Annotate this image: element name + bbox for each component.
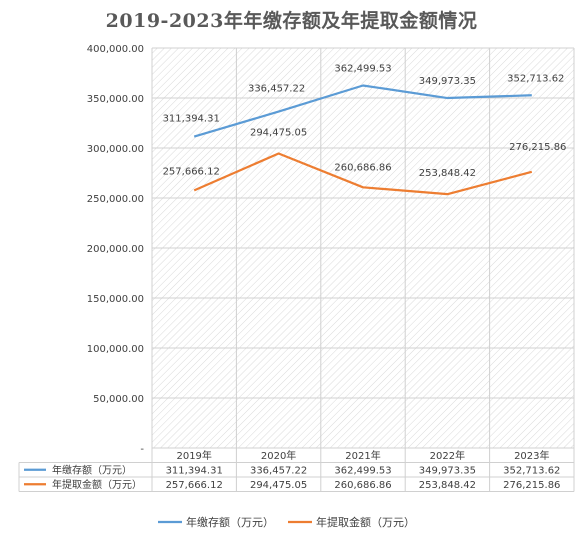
- y-tick-label: 50,000.00: [93, 394, 144, 405]
- table-cell: 260,686.86: [334, 480, 391, 491]
- data-label: 260,686.86: [334, 162, 391, 173]
- data-label: 253,848.42: [419, 168, 476, 179]
- table-cell: 362,499.53: [334, 466, 391, 477]
- table-cell: 294,475.05: [250, 480, 307, 491]
- x-tick-label: 2021年: [345, 449, 380, 462]
- series-line: [193, 84, 532, 138]
- y-tick-label: 100,000.00: [87, 344, 144, 355]
- series-line: [193, 152, 533, 196]
- y-tick-label: 400,000.00: [87, 44, 144, 55]
- y-tick-label: 250,000.00: [87, 194, 144, 205]
- table-cell: 336,457.22: [250, 466, 307, 477]
- y-tick-label: 350,000.00: [87, 94, 144, 105]
- y-tick-label: 200,000.00: [87, 244, 144, 255]
- table-series-name: 年提取金额（万元）: [52, 478, 142, 491]
- table-cell: 257,666.12: [166, 480, 223, 491]
- data-label: 336,457.22: [248, 84, 305, 95]
- x-tick-label: 2022年: [430, 449, 465, 462]
- y-tick-label: -: [140, 444, 144, 455]
- y-tick-label: 300,000.00: [87, 144, 144, 155]
- data-label: 352,713.62: [507, 73, 564, 84]
- y-tick-label: 150,000.00: [87, 294, 144, 305]
- chart-title: 2019-2023年年缴存额及年提取金额情况: [105, 10, 478, 32]
- legend-entry: 年缴存额（万元）: [186, 515, 274, 529]
- data-label: 349,973.35: [419, 76, 476, 87]
- x-tick-label: 2023年: [514, 449, 549, 462]
- table-cell: 276,215.86: [503, 480, 560, 491]
- table-cell: 253,848.42: [419, 480, 476, 491]
- table-cell: 352,713.62: [503, 466, 560, 477]
- legend-entry: 年提取金额（万元）: [316, 515, 415, 529]
- x-tick-label: 2020年: [261, 449, 296, 462]
- table-cell: 311,394.31: [166, 466, 223, 477]
- data-label: 362,499.53: [334, 64, 391, 75]
- data-label: 257,666.12: [163, 166, 220, 177]
- table-series-name: 年缴存额（万元）: [52, 464, 132, 477]
- data-label: 276,215.86: [509, 142, 566, 153]
- data-label: 311,394.31: [163, 114, 220, 125]
- table-cell: 349,973.35: [419, 466, 476, 477]
- data-label: 294,475.05: [250, 128, 307, 139]
- x-tick-label: 2019年: [176, 449, 211, 462]
